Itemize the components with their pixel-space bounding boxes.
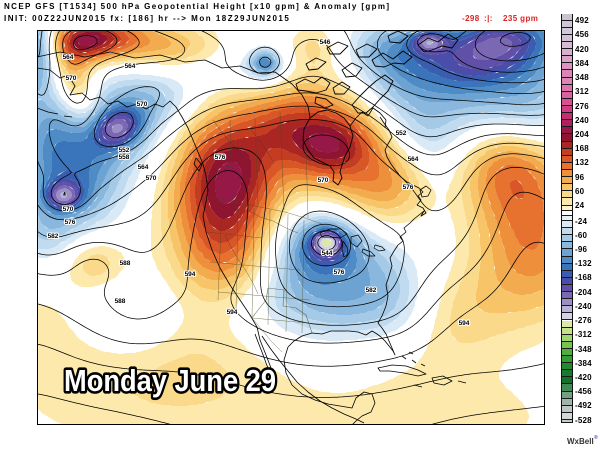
svg-text:576: 576 (334, 269, 345, 276)
svg-text:570: 570 (137, 101, 148, 108)
svg-text:552: 552 (396, 130, 407, 137)
svg-text:564: 564 (63, 54, 74, 61)
svg-text:544: 544 (322, 250, 333, 257)
svg-text:570: 570 (146, 175, 157, 182)
svg-text:Monday June 29: Monday June 29 (64, 363, 276, 398)
svg-text:594: 594 (227, 309, 238, 316)
svg-text:570: 570 (63, 206, 74, 213)
svg-text:588: 588 (115, 298, 126, 305)
svg-text:594: 594 (459, 320, 470, 327)
svg-text:552: 552 (119, 147, 130, 154)
svg-text:564: 564 (138, 164, 149, 171)
svg-text:594: 594 (185, 271, 196, 278)
svg-text:564: 564 (408, 156, 419, 163)
svg-text:570: 570 (66, 75, 77, 82)
svg-text:570: 570 (318, 177, 329, 184)
svg-text:564: 564 (125, 63, 136, 70)
svg-text:582: 582 (48, 233, 59, 240)
svg-text:582: 582 (366, 287, 377, 294)
svg-text:588: 588 (120, 260, 131, 267)
svg-text:558: 558 (119, 154, 130, 161)
svg-text:576: 576 (215, 154, 226, 161)
svg-text:546: 546 (320, 39, 331, 46)
svg-text:576: 576 (403, 184, 414, 191)
svg-text:576: 576 (65, 219, 76, 226)
